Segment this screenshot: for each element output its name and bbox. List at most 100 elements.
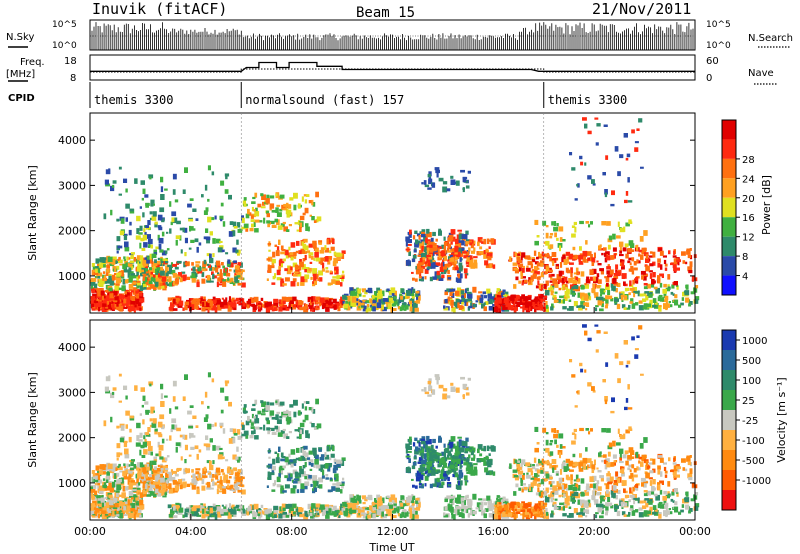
range-cell (360, 303, 365, 308)
range-cell (631, 129, 635, 134)
range-cell (150, 199, 155, 204)
range-cell (90, 510, 95, 515)
range-cell (582, 250, 588, 257)
range-cell (601, 252, 604, 256)
range-cell (105, 279, 109, 284)
range-cell (525, 255, 531, 260)
range-cell (169, 408, 172, 414)
range-cell (582, 117, 587, 121)
range-cell (106, 508, 109, 512)
range-cell (425, 452, 428, 458)
range-cell (167, 297, 172, 302)
range-cell (599, 294, 603, 297)
range-cell (311, 503, 316, 509)
range-cell (236, 222, 241, 228)
range-cell (443, 241, 448, 246)
range-cell (586, 276, 589, 282)
range-cell (201, 307, 206, 312)
range-cell (196, 281, 200, 288)
range-cell (341, 481, 345, 485)
range-cell (198, 473, 201, 479)
range-cell (304, 207, 309, 214)
range-cell (432, 261, 436, 264)
range-cell (102, 506, 108, 511)
range-cell (573, 301, 578, 307)
range-cell (593, 276, 597, 282)
range-cell (588, 224, 591, 228)
range-cell (127, 479, 131, 485)
range-cell (523, 306, 528, 311)
range-cell (322, 509, 326, 516)
range-cell (166, 231, 169, 234)
range-cell (623, 133, 628, 138)
range-cell (92, 473, 96, 477)
range-cell (341, 253, 345, 259)
range-cell (279, 261, 285, 264)
range-cell (374, 291, 377, 296)
range-cell (548, 274, 552, 278)
range-cell (119, 470, 124, 473)
range-cell (108, 275, 112, 280)
range-cell (206, 237, 210, 244)
range-cell (354, 294, 359, 298)
range-cell (496, 290, 499, 294)
range-cell (284, 249, 289, 256)
range-cell (249, 227, 254, 232)
range-cell (332, 483, 338, 486)
cpid-row: themis 3300 normalsound (fast) 157 themis … (89, 82, 627, 108)
range-cell (248, 510, 252, 514)
range-cell (381, 506, 386, 512)
range-cell (154, 268, 159, 274)
range-cell (429, 276, 433, 282)
range-cell (689, 248, 692, 251)
range-cell (516, 253, 520, 256)
range-cell (329, 250, 332, 254)
range-cell (401, 288, 405, 293)
range-cell (568, 253, 574, 260)
range-cell (483, 302, 486, 306)
range-cell (533, 298, 538, 304)
range-cell (289, 507, 295, 513)
range-cell (339, 483, 345, 486)
range-cell (186, 468, 190, 474)
range-cell (308, 255, 311, 259)
range-cell (540, 263, 544, 267)
range-cell (124, 246, 130, 252)
range-cell (349, 287, 354, 293)
range-cell (235, 269, 240, 273)
range-cell (412, 235, 416, 240)
range-cell (116, 236, 121, 242)
range-cell (284, 277, 290, 282)
range-cell (447, 277, 452, 280)
range-cell (604, 305, 608, 309)
range-cell (348, 295, 353, 302)
range-cell (333, 464, 338, 471)
range-cell (441, 481, 445, 486)
range-cell (443, 236, 446, 241)
range-cell (299, 227, 302, 233)
range-cell (458, 455, 463, 461)
range-cell (443, 307, 449, 311)
range-cell (339, 276, 345, 279)
range-cell (316, 216, 322, 222)
range-cell (672, 264, 677, 269)
range-cell (643, 286, 648, 290)
range-cell (103, 420, 107, 427)
range-cell (436, 460, 439, 463)
range-cell (232, 437, 236, 444)
range-cell (634, 141, 639, 144)
range-cell (228, 438, 234, 444)
range-cell (266, 258, 270, 261)
range-cell (611, 285, 616, 291)
range-cell (285, 205, 289, 209)
range-cell (118, 259, 123, 263)
range-cell (449, 257, 452, 263)
range-cell (90, 486, 93, 491)
range-cell (558, 299, 564, 304)
range-cell (558, 299, 561, 303)
range-cell (545, 225, 549, 228)
range-cell (407, 243, 412, 246)
range-cell (221, 262, 224, 266)
range-cell (677, 260, 680, 266)
range-cell (90, 279, 93, 284)
